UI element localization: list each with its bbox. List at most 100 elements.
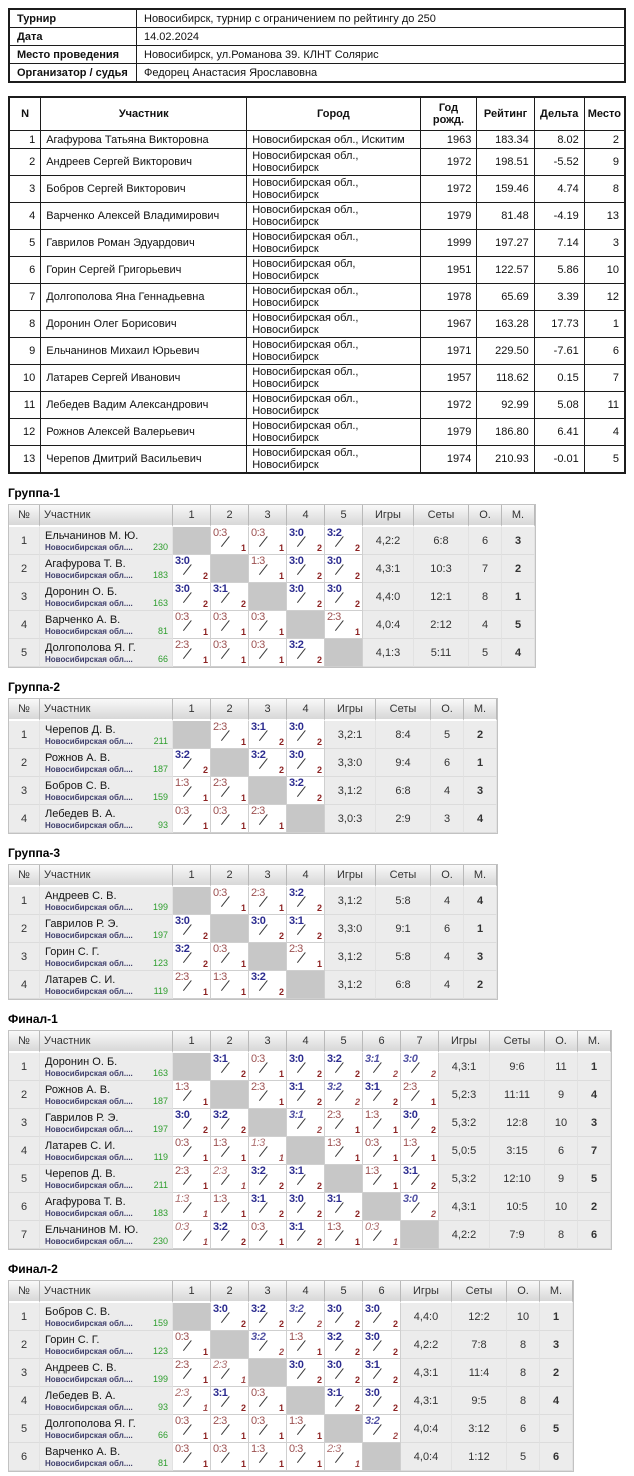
diagonal-cell <box>287 1137 325 1165</box>
match-points: 1 <box>202 1153 208 1163</box>
participant-city-cell: Новосибирская обл., Новосибирск <box>246 391 421 419</box>
participant-subline: Новосибирская обл.... 123 <box>45 958 168 968</box>
row-number-cell: 3 <box>8 175 42 203</box>
match-points: 1 <box>354 627 360 637</box>
match-cell: 2:3 1 <box>287 943 325 971</box>
header-place: М. <box>502 505 535 527</box>
match-points: 2 <box>316 1237 322 1247</box>
participant-city-cell: Новосибирская обл., Новосибирск <box>246 445 421 474</box>
match-score: 0:3 <box>365 1221 379 1233</box>
participant-cell: Лебедев В. А. Новосибирская обл.... 93 <box>40 1387 173 1415</box>
match-points: 2 <box>316 737 322 747</box>
group-table-body: 1 Бобров С. В. Новосибирская обл.... 159 3:0… <box>9 1303 573 1471</box>
place-cell: 2 <box>578 1193 611 1221</box>
points-cell: 9 <box>545 1165 578 1193</box>
participant-cell: Доронин О. Б. Новосибирская обл.... 163 <box>40 583 173 611</box>
match-cell: 0:3 1 <box>211 1443 249 1471</box>
participant-subline: Новосибирская обл.... 199 <box>45 902 168 912</box>
match-points: 2 <box>278 737 284 747</box>
sets-cell: 9:6 <box>490 1053 545 1081</box>
match-score: 3:2 <box>365 1415 380 1427</box>
group-row: 5 Долгополова Я. Г. Новосибирская обл.... 6… <box>9 1415 573 1443</box>
match-score: 3:0 <box>365 1387 380 1399</box>
participant-club: Новосибирская обл.... <box>45 736 133 746</box>
participant-subline: Новосибирская обл.... 119 <box>45 1152 168 1162</box>
match-points: 2 <box>202 959 208 969</box>
place-cell: 6 <box>540 1443 573 1471</box>
participant-city-cell: Новосибирская обл., Новосибирск <box>246 418 421 446</box>
group-row: 2 Гаврилов Р. Э. Новосибирская обл.... 197 3… <box>9 915 497 943</box>
participant-club: Новосибирская обл.... <box>45 958 133 968</box>
participant-subline: Новосибирская обл.... 66 <box>45 1430 168 1440</box>
points-cell: 8 <box>545 1221 578 1249</box>
games-cell: 3,1:2 <box>325 887 376 915</box>
participant-subline: Новосибирская обл.... 81 <box>45 1458 168 1468</box>
rating-cell: 81.48 <box>476 202 535 230</box>
diagonal-cell <box>325 1165 363 1193</box>
diagonal-cell <box>211 749 249 777</box>
participant-subline: Новосибирская обл.... 159 <box>45 792 168 802</box>
place-cell: 3 <box>540 1331 573 1359</box>
match-points: 2 <box>392 1069 398 1079</box>
match-score: 3:2 <box>251 971 266 983</box>
participant-rating: 230 <box>152 1235 168 1246</box>
info-value: Федорец Анастасия Ярославовна <box>136 63 626 83</box>
final-place-cell: 10 <box>583 256 626 284</box>
header-points: О. <box>469 505 502 527</box>
participant-cell: Ельчанинов М. Ю. Новосибирская обл.... 230 <box>40 527 173 555</box>
participant-club: Новосибирская обл.... <box>45 764 133 774</box>
participant-club: Новосибирская обл.... <box>45 1124 133 1134</box>
place-cell: 7 <box>578 1137 611 1165</box>
final-place-cell: 3 <box>583 229 626 257</box>
match-points: 2 <box>354 599 360 609</box>
match-score: 3:2 <box>251 749 266 761</box>
match-cell: 3:0 2 <box>173 583 211 611</box>
match-score: 0:3 <box>175 805 189 817</box>
match-points: 1 <box>278 1431 284 1441</box>
group-row: 4 Лебедев В. А. Новосибирская обл.... 93 2:3… <box>9 1387 573 1415</box>
match-points: 2 <box>316 931 322 941</box>
match-cell: 3:1 2 <box>249 1193 287 1221</box>
match-cell: 0:3 1 <box>211 611 249 639</box>
participant-subline: Новосибирская обл.... 183 <box>45 1208 168 1218</box>
match-points: 2 <box>392 1097 398 1107</box>
header-opponent: 5 <box>325 1281 363 1303</box>
match-cell: 3:0 2 <box>287 1193 325 1221</box>
sets-cell: 9:4 <box>376 749 431 777</box>
match-cell: 1:3 1 <box>287 1331 325 1359</box>
games-cell: 4,3:1 <box>439 1053 490 1081</box>
match-score: 1:3 <box>327 1221 341 1233</box>
header-opponent: 2 <box>211 1031 249 1053</box>
match-score: 2:3 <box>213 1165 227 1177</box>
participant-rating: 81 <box>157 625 168 636</box>
match-score: 2:3 <box>213 721 227 733</box>
participant-subline: Новосибирская обл.... 230 <box>45 1235 168 1246</box>
match-score: 0:3 <box>251 611 265 623</box>
match-cell: 0:3 1 <box>249 1221 287 1249</box>
group-table-body: 1 Черепов Д. В. Новосибирская обл.... 211 2:… <box>9 721 497 833</box>
participant-cell: Агафурова Т. В. Новосибирская обл.... 183 <box>40 555 173 583</box>
participant-rating: 211 <box>153 1179 168 1190</box>
match-cell: 0:3 1 <box>249 1053 287 1081</box>
row-number-cell: 3 <box>9 1359 40 1387</box>
participant-subline: Новосибирская обл.... 81 <box>45 625 168 636</box>
header-participant: Участник <box>40 699 173 721</box>
match-cell: 3:2 2 <box>211 1109 249 1137</box>
points-cell: 4 <box>431 777 464 805</box>
match-score: 3:0 <box>289 721 304 733</box>
row-number-cell: 4 <box>9 1387 40 1415</box>
delta-cell: 5.86 <box>533 256 585 284</box>
final-place-cell: 12 <box>583 283 626 311</box>
table-row: 3 Бобров Сергей Викторович Новосибирская о… <box>8 175 626 203</box>
header-sets: Сеты <box>490 1031 545 1053</box>
group-table-head: № Участник 1 2 3 4 5 6 Игры Сеты О. М. <box>9 1281 573 1303</box>
match-cell: 3:0 2 <box>363 1387 401 1415</box>
header-opponent: 6 <box>363 1031 401 1053</box>
match-points: 2 <box>354 1375 360 1385</box>
participant-rating: 197 <box>152 1123 168 1134</box>
participant-subline: Новосибирская обл.... 199 <box>45 1374 168 1384</box>
participant-subline: Новосибирская обл.... 159 <box>45 1318 168 1328</box>
info-row: Турнир Новосибирск, турнир с ограничением… <box>8 8 626 28</box>
place-cell: 3 <box>464 777 497 805</box>
match-points: 2 <box>316 1319 322 1329</box>
